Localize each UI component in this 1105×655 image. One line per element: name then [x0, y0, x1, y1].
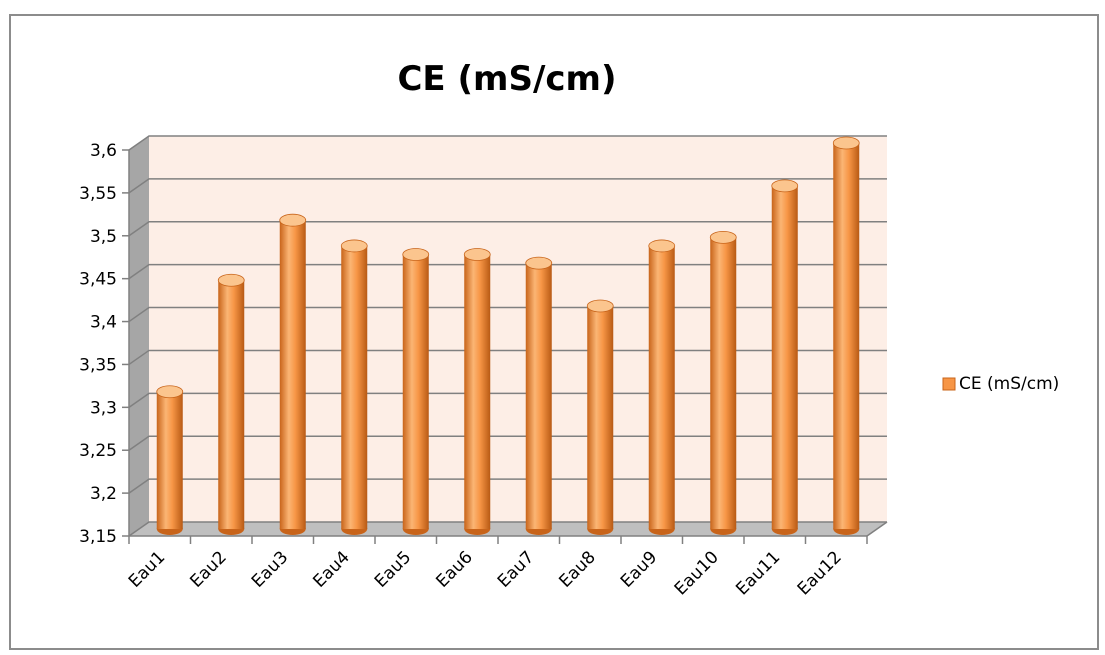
bar-top	[402, 248, 430, 261]
bar-body	[341, 245, 368, 529]
gridline	[128, 135, 887, 151]
gridline	[128, 349, 887, 366]
bar-eau11	[771, 179, 799, 535]
chart-title: CE (mS/cm)	[397, 59, 616, 99]
back-wall	[149, 136, 887, 522]
bar-body	[833, 143, 860, 529]
y-tick-label: 3,4	[90, 313, 117, 333]
plot-area: 3,15 3,2 3,25 3,3 3,35 3,4 3,45 3,5 3,55 3,6 Eau1 E…	[79, 135, 888, 599]
bar-body	[525, 263, 552, 529]
x-tick-label: Eau7	[494, 547, 538, 591]
gridline	[128, 221, 887, 237]
bar-top	[832, 136, 860, 150]
x-tick-label: Eau11	[732, 547, 784, 599]
bar-top	[525, 256, 553, 270]
x-tick-label: Eau3	[248, 547, 292, 591]
y-tick-label: 3,25	[79, 441, 117, 461]
x-axis-depth	[866, 521, 888, 537]
legend-swatch	[942, 377, 956, 391]
bar-eau12	[832, 136, 860, 535]
x-tick-label: Eau6	[432, 547, 476, 591]
x-tick-label: Eau12	[794, 547, 846, 599]
bar-eau10	[709, 230, 737, 535]
gridline	[128, 435, 887, 451]
gridline	[128, 392, 887, 408]
bar-eau7	[525, 256, 553, 535]
bar-top	[340, 239, 368, 253]
bar-top	[463, 248, 491, 261]
gridline	[128, 263, 887, 280]
x-tick-label: Eau2	[186, 547, 230, 591]
bar-body	[587, 305, 614, 529]
bar-eau5	[402, 248, 430, 535]
bar-body	[464, 254, 491, 529]
x-tick-label: Eau8	[555, 547, 599, 591]
y-tick-label: 3,5	[90, 227, 117, 247]
bar-top	[156, 385, 184, 399]
bar-top	[279, 213, 307, 227]
chart-frame: CE (mS/cm) 3,15 3,2 3,25 3,3 3,35 3,4 3,45 3,5 3…	[9, 14, 1099, 650]
x-tick-label: Eau5	[371, 547, 415, 591]
bar-body	[771, 185, 798, 529]
legend: CE (mS/cm)	[942, 374, 1059, 394]
y-tick-label: 3,45	[79, 270, 117, 290]
y-tick-label: 3,6	[90, 141, 117, 161]
bar-body	[402, 254, 429, 529]
bar-eau2	[217, 273, 245, 535]
y-tick-label: 3,3	[90, 398, 117, 418]
bar-eau1	[156, 385, 184, 535]
bar-eau4	[340, 239, 368, 535]
y-tick-label: 3,15	[79, 527, 117, 547]
x-tick-label: Eau1	[125, 547, 169, 591]
gridline	[128, 178, 887, 194]
bar-top	[648, 239, 676, 253]
bar-body	[279, 220, 306, 529]
bar-body	[710, 237, 737, 529]
bar-body	[648, 245, 675, 529]
y-tick-label: 3,2	[90, 484, 117, 504]
floor	[129, 522, 887, 536]
gridline	[128, 478, 887, 494]
bar-body	[156, 391, 183, 529]
gridline	[128, 306, 887, 323]
bar-top	[217, 273, 245, 287]
bar-top	[771, 179, 799, 193]
bar-body	[218, 280, 245, 529]
gridline	[128, 521, 887, 537]
y-tick-label: 3,35	[79, 355, 117, 375]
y-tick-label: 3,55	[79, 184, 117, 204]
legend-label: CE (mS/cm)	[959, 374, 1059, 394]
bar-eau6	[463, 248, 491, 535]
bar-eau8	[586, 299, 614, 535]
bar-eau9	[648, 239, 676, 535]
side-wall	[129, 136, 149, 536]
x-tick-label: Eau9	[617, 547, 661, 591]
x-tick-label: Eau4	[309, 547, 353, 591]
chart: CE (mS/cm) 3,153,23,253,33,353,43,453,53…	[79, 59, 1059, 599]
bar-top	[586, 299, 614, 313]
x-tick-label: Eau10	[671, 547, 723, 599]
bar-top	[709, 230, 737, 244]
bar-eau3	[279, 213, 307, 535]
